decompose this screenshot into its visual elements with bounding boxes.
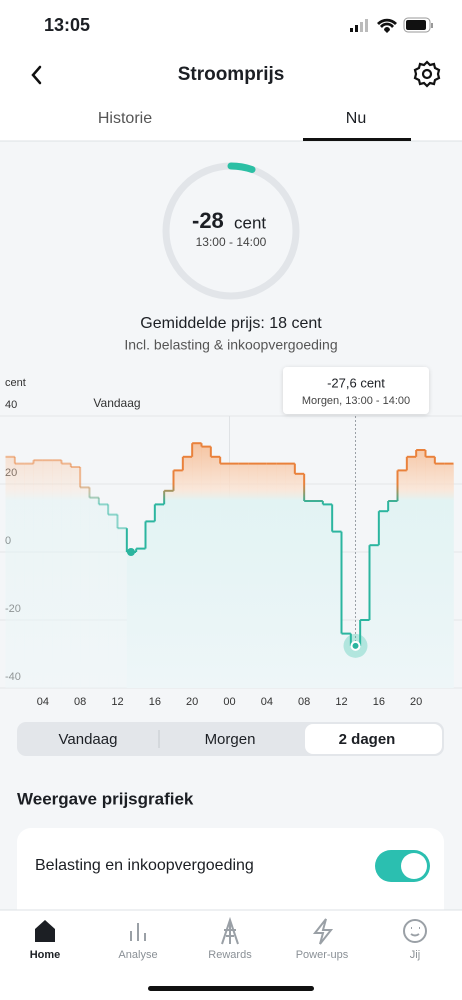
area	[80, 487, 90, 688]
area	[378, 511, 389, 688]
nav-item[interactable]: Rewards	[208, 949, 252, 961]
tab-indicator	[303, 138, 411, 141]
gauge-arc	[227, 162, 256, 173]
current-price: -28	[192, 208, 224, 233]
area	[341, 633, 352, 688]
area	[406, 456, 417, 688]
nav-item[interactable]: Home	[30, 949, 61, 961]
settings-button[interactable]	[413, 60, 441, 88]
toggle-label: Belasting en inkoopvergoeding	[35, 857, 254, 874]
status-icons	[350, 17, 433, 33]
area	[434, 463, 445, 688]
area	[42, 460, 53, 688]
clock: 13:05	[44, 15, 90, 35]
area	[61, 463, 72, 688]
area	[397, 470, 408, 688]
area	[52, 460, 62, 688]
now-dot	[127, 548, 135, 556]
area	[276, 463, 286, 688]
tab-active[interactable]: Nu	[346, 110, 366, 127]
range-option[interactable]: 2 dagen	[339, 731, 396, 748]
area	[192, 443, 202, 688]
area	[294, 473, 305, 688]
highlight-dot	[350, 640, 361, 651]
area	[220, 463, 230, 688]
home-icon	[35, 920, 55, 942]
area	[322, 504, 333, 688]
back-button[interactable]	[31, 65, 42, 85]
y-axis-label: cent	[5, 377, 26, 389]
current-period: 13:00 - 14:00	[196, 235, 267, 249]
area	[108, 514, 118, 688]
area	[182, 456, 193, 688]
nav-item[interactable]: Power-ups	[296, 949, 349, 961]
area	[425, 456, 436, 688]
x-tick-label: 12	[111, 696, 123, 708]
home-indicator	[148, 986, 314, 991]
page-title: Stroomprijs	[178, 64, 285, 85]
x-tick-label: 04	[37, 696, 49, 708]
area	[136, 548, 146, 688]
average-subtitle: Incl. belasting & inkoopvergoeding	[124, 337, 337, 353]
area	[33, 460, 44, 688]
x-tick-label: 08	[298, 696, 310, 708]
nav-icons	[130, 916, 427, 945]
current-unit: cent	[234, 213, 266, 232]
x-tick-label: 20	[186, 696, 198, 708]
annotation: Vandaag	[93, 396, 140, 410]
range-option[interactable]: Vandaag	[59, 731, 118, 748]
x-tick-label: 12	[335, 696, 347, 708]
area	[360, 620, 370, 688]
area	[229, 463, 240, 688]
area	[70, 467, 81, 688]
tooltip-period: Morgen, 13:00 - 14:00	[302, 395, 410, 407]
tab[interactable]: Historie	[98, 110, 152, 127]
area	[210, 456, 221, 688]
area	[416, 450, 426, 688]
section-title: Weergave prijsgrafiek	[17, 789, 194, 808]
range-selected	[305, 724, 442, 754]
x-tick-label: 08	[74, 696, 86, 708]
area	[154, 504, 165, 688]
average-price: Gemiddelde prijs: 18 cent	[140, 315, 322, 332]
tooltip	[283, 367, 429, 414]
x-tick-label: 16	[149, 696, 161, 708]
area	[238, 463, 249, 688]
x-tick-label: 00	[223, 696, 235, 708]
nav-item[interactable]: Jij	[410, 949, 420, 961]
x-tick-label: 04	[261, 696, 273, 708]
area	[444, 463, 454, 688]
range-option[interactable]: Morgen	[205, 731, 256, 748]
x-tick-label: 20	[410, 696, 422, 708]
area	[266, 463, 277, 688]
area	[248, 463, 258, 688]
area	[201, 446, 212, 688]
area	[24, 463, 34, 688]
area	[126, 552, 137, 688]
area	[332, 531, 342, 688]
area	[388, 501, 398, 688]
area	[369, 545, 380, 688]
y-tick-label: 40	[5, 399, 17, 411]
area	[98, 504, 109, 688]
area	[5, 456, 16, 688]
toggle[interactable]	[375, 850, 430, 882]
area	[14, 463, 25, 688]
price-chart: centVandaag40200-20-40040812162000040812…	[0, 367, 462, 708]
area	[145, 521, 156, 688]
tooltip-value: -27,6 cent	[327, 375, 385, 390]
area	[285, 463, 296, 688]
area	[257, 463, 268, 688]
area	[89, 497, 100, 688]
area	[117, 528, 128, 688]
area	[304, 501, 314, 688]
area	[350, 645, 361, 688]
x-tick-label: 16	[373, 696, 385, 708]
gauge-track	[162, 162, 300, 300]
nav-item[interactable]: Analyse	[118, 949, 157, 961]
area	[173, 470, 184, 688]
area	[313, 501, 324, 688]
area	[164, 490, 174, 688]
